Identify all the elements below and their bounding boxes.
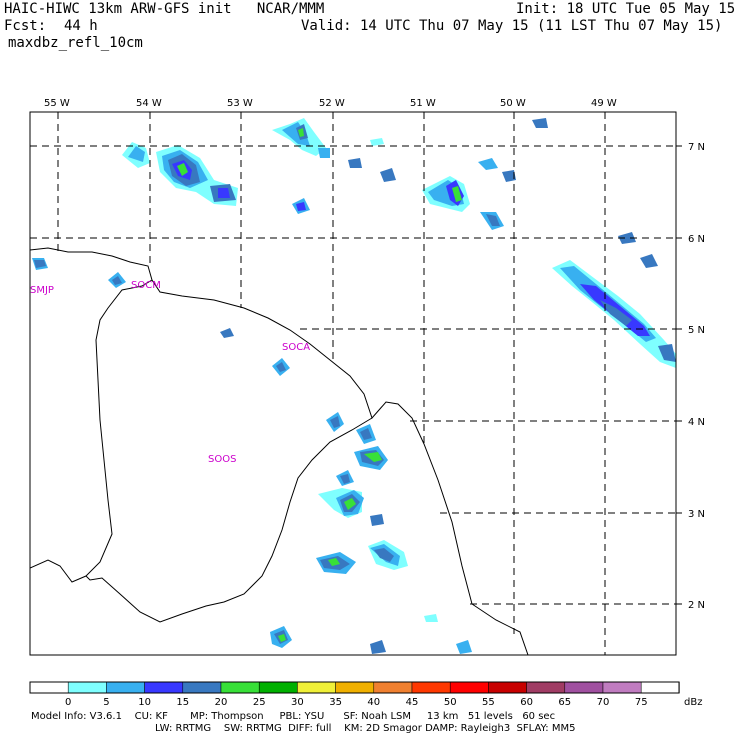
colorbar-swatch	[411, 681, 451, 694]
colorbar-swatch	[526, 681, 566, 694]
init-time: Init: 18 UTC Tue 05 May 15	[516, 1, 736, 17]
lon-label: 54 W	[136, 98, 162, 109]
lat-label: 7 N	[688, 142, 705, 153]
colorbar-label: 65	[558, 697, 571, 708]
map-frame	[29, 111, 677, 656]
colorbar-label: 70	[597, 697, 610, 708]
lat-label: 4 N	[688, 417, 705, 428]
field-name: maxdbz_refl_10cm	[8, 35, 143, 51]
lon-label: 52 W	[319, 98, 345, 109]
model-info-line2: LW: RRTMG SW: RRTMG DIFF: full KM: 2D Sm…	[155, 723, 576, 734]
station-smjp: SMJP	[30, 285, 54, 296]
colorbar-swatch	[488, 681, 527, 694]
station-soca: SOCA	[282, 342, 310, 353]
station-soos: SOOS	[208, 454, 236, 465]
colorbar-swatch	[67, 681, 107, 694]
colorbar-swatch	[29, 681, 69, 694]
latitude-labels: 7 N 6 N 5 N 4 N 3 N 2 N	[688, 142, 705, 611]
valid-time: Valid: 14 UTC Thu 07 May 15 (11 LST Thu …	[301, 18, 723, 34]
coastlines	[30, 247, 529, 655]
colorbar: 0 5 10 15 20 25 30 35 40 45 50 55 60 65 70 75 dBz	[29, 681, 702, 708]
forecast-label: Fcst:	[4, 18, 47, 34]
colorbar-label: 60	[520, 697, 533, 708]
colorbar-swatch	[144, 681, 184, 694]
colorbar-swatch	[106, 681, 145, 694]
colorbar-label: 45	[406, 697, 419, 708]
colorbar-label: 30	[291, 697, 304, 708]
lat-label: 5 N	[688, 325, 705, 336]
colorbar-label: 35	[329, 697, 342, 708]
colorbar-swatch	[640, 681, 680, 694]
longitude-labels: 55 W 54 W 53 W 52 W 51 W 50 W 49 W	[44, 98, 617, 109]
colorbar-label: 75	[635, 697, 648, 708]
colorbar-label: 5	[103, 697, 109, 708]
colorbar-label: 50	[444, 697, 457, 708]
lon-label: 51 W	[410, 98, 436, 109]
colorbar-swatch	[297, 681, 336, 694]
colorbar-label: 25	[253, 697, 266, 708]
colorbar-label: 40	[367, 697, 380, 708]
lat-label: 2 N	[688, 600, 705, 611]
colorbar-swatch	[564, 681, 604, 694]
colorbar-label: 10	[138, 697, 151, 708]
colorbar-swatch	[258, 681, 298, 694]
station-labels: SMJP SOCM SOCA SOOS	[30, 280, 310, 465]
lon-label: 53 W	[227, 98, 253, 109]
station-socm: SOCM	[131, 280, 161, 291]
lat-label: 3 N	[688, 509, 705, 520]
lon-label: 55 W	[44, 98, 70, 109]
model-info-line1: Model Info: V3.6.1 CU: KF MP: Thompson P…	[31, 711, 556, 722]
edge-ticks	[676, 145, 682, 605]
lat-lon-grid	[30, 112, 676, 655]
lon-label: 49 W	[591, 98, 617, 109]
colorbar-swatch	[335, 681, 375, 694]
colorbar-label: 55	[482, 697, 495, 708]
colorbar-swatch	[182, 681, 222, 694]
forecast-hours: 44 h	[64, 18, 98, 34]
colorbar-label: 20	[215, 697, 228, 708]
colorbar-label: 15	[176, 697, 189, 708]
reflectivity-cells	[32, 118, 676, 654]
colorbar-swatch	[373, 681, 413, 694]
colorbar-swatch	[220, 681, 260, 694]
colorbar-swatch	[602, 681, 642, 694]
plot-title: HAIC-HIWC 13km ARW-GFS init NCAR/MMM	[4, 1, 325, 17]
colorbar-label: 0	[65, 697, 71, 708]
colorbar-swatch	[449, 681, 489, 694]
lon-label: 50 W	[500, 98, 526, 109]
lat-label: 6 N	[688, 234, 705, 245]
colorbar-unit: dBz	[684, 697, 702, 708]
